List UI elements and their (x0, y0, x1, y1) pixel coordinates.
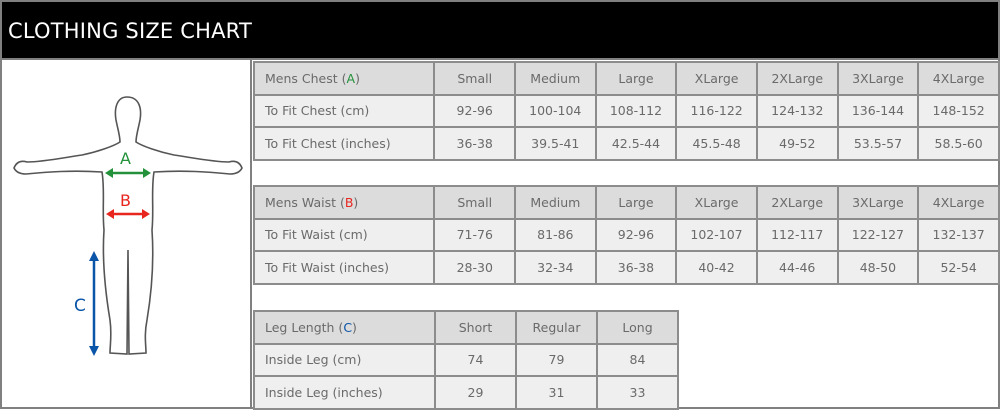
size-header: Medium (513, 61, 597, 96)
chest-table: Mens Chest (A) Small Medium Large XLarge 2XLa… (252, 61, 1000, 161)
size-value: 33 (596, 375, 679, 410)
table-row: To Fit Chest (cm) 92-96 100-104 108-112 116-… (252, 93, 1000, 128)
size-value: 102-107 (675, 217, 758, 252)
row-label: To Fit Chest (cm) (252, 93, 436, 128)
size-value: 40-42 (675, 250, 758, 285)
size-value: 71-76 (433, 217, 516, 252)
size-value: 52-54 (917, 250, 1000, 285)
size-header: Long (596, 310, 679, 345)
size-header: 2XLarge (755, 185, 839, 220)
size-value: 92-96 (433, 93, 516, 128)
label-c: C (74, 296, 86, 316)
size-header: XLarge (675, 61, 758, 96)
size-value: 53.5-57 (836, 126, 920, 161)
leg-table: Leg Length (C) Short Regular Long Inside Leg… (253, 310, 679, 410)
size-header: XLarge (675, 185, 758, 220)
size-header: Large (594, 185, 678, 220)
size-value: 36-38 (433, 126, 516, 161)
row-label: To Fit Waist (cm) (252, 217, 436, 252)
size-value: 45.5-48 (675, 126, 758, 161)
table-row: Inside Leg (inches) 29 31 33 (253, 375, 679, 410)
section-label: Mens Chest (A) (252, 61, 436, 96)
waist-arrow-b (106, 209, 150, 219)
size-header: Small (433, 61, 516, 96)
size-header: 4XLarge (917, 185, 1000, 220)
title-bar: CLOTHING SIZE CHART (2, 2, 998, 60)
body-outline-icon (13, 96, 243, 356)
leg-arrow-c (89, 251, 99, 356)
size-value: 42.5-44 (594, 126, 678, 161)
row-label: To Fit Chest (inches) (252, 126, 436, 161)
size-header: Regular (515, 310, 598, 345)
size-value: 39.5-41 (513, 126, 597, 161)
table-row: To Fit Chest (inches) 36-38 39.5-41 42.5-44… (252, 126, 1000, 161)
table-row: To Fit Waist (inches) 28-30 32-34 36-38 40-4… (252, 250, 1000, 285)
size-value: 36-38 (594, 250, 678, 285)
row-label: Inside Leg (inches) (253, 375, 436, 410)
size-header: 3XLarge (836, 185, 920, 220)
body-figure: A B C (2, 60, 252, 407)
size-value: 28-30 (433, 250, 516, 285)
header-row: Leg Length (C) Short Regular Long (253, 310, 679, 345)
size-header: 3XLarge (836, 61, 920, 96)
size-value: 136-144 (836, 93, 920, 128)
table-row: To Fit Waist (cm) 71-76 81-86 92-96 102-107 1… (252, 217, 1000, 252)
size-value: 74 (434, 342, 517, 377)
size-header: Short (434, 310, 517, 345)
size-value: 44-46 (755, 250, 839, 285)
label-b: B (120, 191, 131, 210)
size-value: 79 (515, 342, 598, 377)
row-label: To Fit Waist (inches) (252, 250, 436, 285)
size-header: 4XLarge (917, 61, 1000, 96)
size-value: 49-52 (755, 126, 839, 161)
size-value: 112-117 (755, 217, 839, 252)
size-value: 92-96 (594, 217, 678, 252)
size-value: 124-132 (755, 93, 839, 128)
size-value: 58.5-60 (917, 126, 1000, 161)
page-title: CLOTHING SIZE CHART (8, 19, 252, 43)
size-value: 31 (515, 375, 598, 410)
size-value: 108-112 (594, 93, 678, 128)
size-value: 148-152 (917, 93, 1000, 128)
header-row: Mens Chest (A) Small Medium Large XLarge 2XLa… (252, 61, 1000, 96)
size-header: Small (433, 185, 516, 220)
size-value: 48-50 (836, 250, 920, 285)
size-value: 84 (596, 342, 679, 377)
section-label: Leg Length (C) (253, 310, 436, 345)
size-value: 81-86 (514, 217, 597, 252)
size-value: 29 (434, 375, 517, 410)
size-header: Large (594, 61, 678, 96)
size-value: 100-104 (513, 93, 597, 128)
label-a: A (120, 149, 131, 168)
size-value: 132-137 (917, 217, 1000, 252)
header-row: Mens Waist (B) Small Medium Large XLarge 2XLa… (252, 185, 1000, 220)
size-header: 2XLarge (755, 61, 839, 96)
waist-table: Mens Waist (B) Small Medium Large XLarge 2XLa… (252, 185, 1000, 285)
size-header: Medium (514, 185, 597, 220)
size-value: 122-127 (836, 217, 920, 252)
row-label: Inside Leg (cm) (253, 342, 436, 377)
table-row: Inside Leg (cm) 74 79 84 (253, 342, 679, 377)
chest-arrow-a (105, 168, 151, 178)
size-value: 116-122 (675, 93, 758, 128)
section-label: Mens Waist (B) (252, 185, 436, 220)
size-value: 32-34 (514, 250, 597, 285)
